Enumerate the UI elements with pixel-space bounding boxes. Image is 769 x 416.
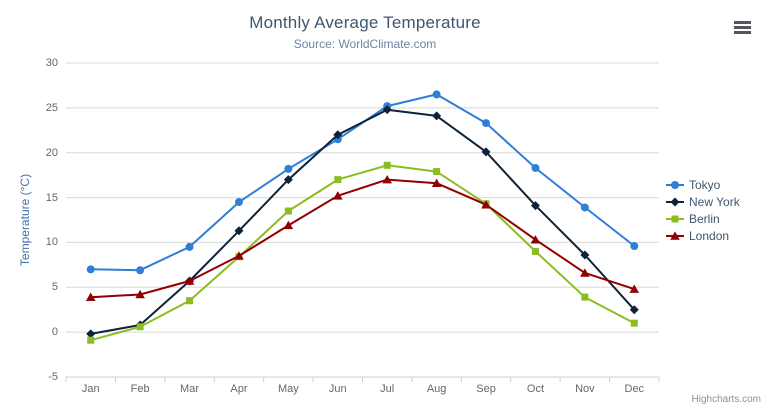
y-tick-label-0: 0 — [51, 326, 58, 339]
legend-label-tokyo: Tokyo — [689, 177, 721, 192]
y-tick-label-10: 10 — [45, 236, 58, 249]
x-tick-label-Mar: Mar — [180, 383, 199, 395]
marker-london-Dec — [629, 284, 640, 293]
marker-new-york-Nov — [580, 250, 590, 260]
legend-label-berlin: Berlin — [689, 211, 720, 226]
legend-marker-tokyo — [671, 180, 679, 189]
marker-tokyo-Jan — [86, 265, 95, 274]
legend-item-london[interactable]: London — [666, 227, 740, 244]
x-tick-label-Feb: Feb — [130, 383, 150, 395]
marker-new-york-Jan — [86, 329, 96, 339]
chart-subtitle: Source: WorldClimate.com — [293, 37, 437, 51]
marker-london-Mar — [184, 276, 195, 285]
marker-london-Jun — [332, 191, 343, 200]
legend-marker-berlin — [671, 215, 679, 222]
x-tick-label-Oct: Oct — [526, 383, 545, 395]
x-tick-label-Nov: Nov — [575, 383, 595, 395]
marker-berlin-Feb — [136, 323, 144, 331]
legend-label-new-york: New York — [689, 194, 740, 209]
series-line-new-york — [89, 108, 636, 335]
marker-london-Jul — [382, 175, 393, 184]
y-tick-label--5: -5 — [48, 371, 58, 383]
marker-tokyo-Sep — [482, 119, 491, 128]
x-tick-label-Apr: Apr — [230, 383, 248, 395]
x-tick-label-Jan: Jan — [81, 383, 100, 395]
marker-new-york-May — [283, 175, 293, 185]
series-line-tokyo — [89, 93, 636, 272]
marker-london-Nov — [580, 268, 590, 277]
marker-tokyo-Aug — [432, 90, 441, 99]
marker-london-Aug — [431, 178, 442, 188]
legend-symbol-circle-icon — [666, 180, 684, 189]
legend-label-london: London — [689, 228, 730, 243]
legend-marker-london — [670, 230, 680, 240]
marker-tokyo-Dec — [630, 242, 639, 251]
y-axis-title: Temperature (°C) — [18, 173, 32, 267]
legend-symbol-square-icon — [666, 215, 684, 222]
x-tick-label-Jul: Jul — [380, 383, 395, 395]
marker-tokyo-Nov — [580, 203, 589, 212]
marker-tokyo-Feb — [136, 266, 145, 275]
series-new-york — [86, 105, 639, 339]
series-line-london — [89, 178, 636, 299]
marker-london-Apr — [234, 251, 244, 260]
legend-symbol-triangle-icon — [666, 230, 684, 240]
hamburger-menu-icon[interactable] — [734, 21, 752, 35]
marker-london-Sep — [481, 200, 491, 209]
legend-marker-new-york — [670, 197, 680, 206]
legend: Tokyo New York Berlin London — [666, 176, 740, 244]
marker-new-york-Jun — [333, 130, 343, 140]
marker-berlin-Dec — [630, 319, 638, 327]
marker-tokyo-Mar — [185, 242, 194, 251]
legend-item-berlin[interactable]: Berlin — [666, 210, 740, 227]
legend-item-tokyo[interactable]: Tokyo — [666, 176, 740, 193]
marker-berlin-Jun — [334, 176, 342, 184]
marker-berlin-Aug — [433, 168, 441, 176]
x-tick-label-Sep: Sep — [476, 383, 496, 395]
x-tick-label-Jun: Jun — [328, 383, 347, 395]
marker-new-york-Oct — [530, 201, 540, 211]
y-tick-label-25: 25 — [45, 101, 58, 114]
marker-london-May — [283, 220, 294, 230]
y-tick-label-15: 15 — [45, 191, 58, 204]
marker-tokyo-May — [284, 164, 293, 173]
x-tick-label-Dec: Dec — [624, 383, 645, 395]
series-line-berlin — [89, 164, 636, 342]
y-tick-label-20: 20 — [45, 146, 58, 159]
marker-london-Feb — [135, 289, 145, 299]
marker-london-Oct — [530, 235, 541, 244]
marker-tokyo-Oct — [531, 163, 540, 172]
marker-berlin-Jan — [87, 336, 95, 344]
y-tick-label-5: 5 — [51, 281, 58, 294]
chart-title: Monthly Average Temperature — [249, 13, 481, 32]
marker-london-Jan — [85, 292, 96, 301]
marker-berlin-May — [284, 207, 292, 215]
series-london — [85, 175, 640, 301]
marker-new-york-Sep — [481, 147, 491, 157]
marker-berlin-Oct — [531, 247, 539, 255]
marker-tokyo-Apr — [234, 198, 243, 207]
marker-berlin-Mar — [186, 297, 194, 305]
marker-new-york-Jul — [382, 105, 392, 115]
legend-item-new-york[interactable]: New York — [666, 193, 740, 210]
series-tokyo — [86, 90, 639, 275]
marker-new-york-Aug — [432, 111, 442, 121]
x-tick-label-May: May — [277, 383, 299, 395]
marker-new-york-Apr — [234, 226, 244, 236]
marker-berlin-Nov — [581, 293, 589, 301]
highcharts-credits[interactable]: Highcharts.com — [691, 394, 761, 405]
x-tick-label-Aug: Aug — [426, 383, 447, 395]
marker-new-york-Dec — [629, 305, 639, 315]
marker-berlin-Jul — [383, 161, 391, 169]
legend-symbol-diamond-icon — [666, 197, 684, 206]
y-tick-label-30: 30 — [45, 57, 58, 69]
